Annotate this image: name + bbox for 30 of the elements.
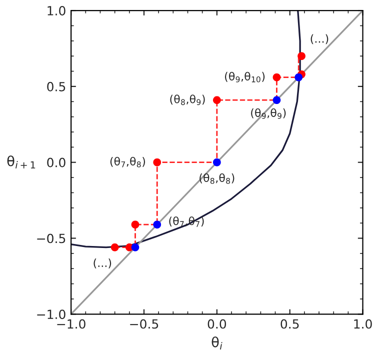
annotation: (θ$_{9}$,θ$_{10}$) xyxy=(225,72,265,82)
y-tick-label: −0.5 xyxy=(37,234,66,244)
y-tick-label: −1.0 xyxy=(37,310,66,320)
y-tick-label: 0.5 xyxy=(47,82,66,92)
y-axis-title: θ$_{i+1}$ xyxy=(7,155,36,168)
point xyxy=(153,220,162,229)
point xyxy=(272,96,281,104)
annotation: (θ$_{7}$,θ$_{8}$) xyxy=(110,156,146,168)
x-tick-label: 0.5 xyxy=(280,319,299,329)
point xyxy=(298,52,306,60)
x-axis-title: θ$_{i}$ xyxy=(212,336,222,350)
point xyxy=(131,243,140,252)
y-tick-label: 0.0 xyxy=(47,158,66,168)
x-tick-label: −0.5 xyxy=(130,319,158,329)
point xyxy=(272,73,281,82)
point xyxy=(153,158,162,166)
y-tick-label: 1.0 xyxy=(48,6,66,16)
x-tick-label: −1.0 xyxy=(57,319,86,329)
annotation: (θ$_{8}$,θ$_{9}$) xyxy=(170,94,205,106)
x-tick-label: 0.0 xyxy=(208,319,226,329)
point xyxy=(110,243,119,252)
point xyxy=(294,73,303,82)
x-tick-label: 1.0 xyxy=(354,319,372,329)
annotation: (θ$_{8}$,θ$_{8}$) xyxy=(200,173,234,184)
annotation: (θ$_{9}$,θ$_{9}$) xyxy=(251,108,286,119)
point xyxy=(212,96,221,104)
point xyxy=(212,158,221,166)
annotation: (...) xyxy=(94,258,112,268)
point xyxy=(131,220,140,229)
annotation: (...) xyxy=(310,34,328,44)
